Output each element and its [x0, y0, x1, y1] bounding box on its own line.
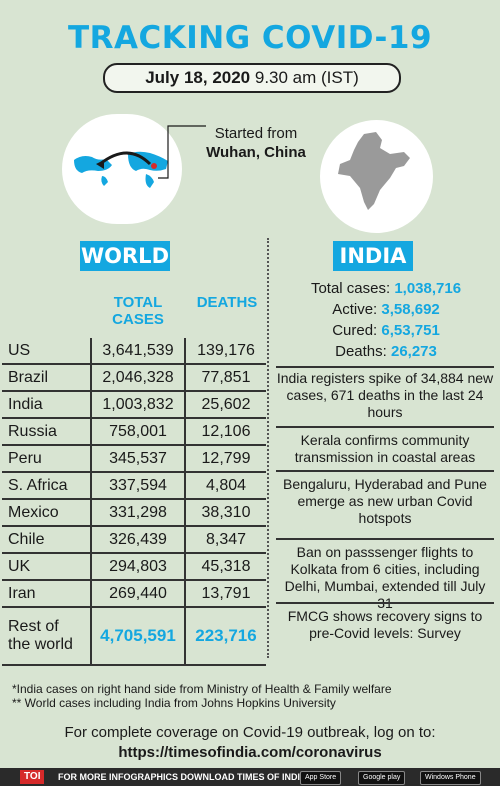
- table-row-rest-of-world: Rest of the world 4,705,591 223,716: [2, 607, 266, 666]
- row-country: India: [2, 391, 91, 419]
- row-deaths: 12,106: [184, 418, 266, 446]
- row-country: Peru: [2, 445, 91, 473]
- origin-label: Started from Wuhan, China: [200, 124, 312, 162]
- section-divider: [267, 238, 269, 658]
- row-total-cases: 345,537: [90, 445, 185, 473]
- origin-pointer-line: [158, 125, 206, 179]
- footnote-world-source: ** World cases including India from John…: [12, 696, 336, 710]
- row-country: Chile: [2, 526, 91, 554]
- row-deaths: 139,176: [184, 338, 266, 365]
- india-map-icon: [338, 132, 410, 210]
- row-total-cases: 4,705,591: [90, 607, 185, 666]
- news-item: FMCG shows recovery signs to pre-Covid l…: [287, 608, 483, 641]
- windows-phone-badge[interactable]: Windows Phone: [420, 771, 481, 785]
- row-country: Brazil: [2, 364, 91, 392]
- rest-label-line1: Rest of: [8, 618, 59, 635]
- table-row: Mexico 331,298 38,310: [2, 499, 266, 527]
- news-divider: [276, 426, 494, 428]
- toi-logo: TOI: [20, 770, 45, 784]
- row-deaths: 45,318: [184, 553, 266, 581]
- row-deaths: 25,602: [184, 391, 266, 419]
- row-total-cases: 337,594: [90, 472, 185, 500]
- india-stats: Total cases: 1,038,716 Active: 3,58,692 …: [276, 278, 496, 362]
- app-promo-bar: TOI FOR MORE INFOGRAPHICS DOWNLOAD TIMES…: [0, 768, 500, 786]
- news-divider: [276, 538, 494, 540]
- table-row: Chile 326,439 8,347: [2, 526, 266, 554]
- origin-line1: Started from: [214, 125, 298, 142]
- table-row: Brazil 2,046,328 77,851: [2, 364, 266, 392]
- date-time: 9.30 am (IST): [250, 68, 359, 87]
- app-store-badge[interactable]: App Store: [300, 771, 342, 785]
- col-header-deaths: DEATHS: [196, 294, 258, 311]
- india-heading: INDIA: [333, 241, 413, 271]
- page-title: TRACKING COVID-19: [67, 20, 433, 56]
- row-country: S. Africa: [2, 472, 91, 500]
- col-header-cases-line2: CASES: [112, 311, 164, 328]
- table-row: UK 294,803 45,318: [2, 553, 266, 581]
- google-play-badge[interactable]: Google play: [358, 771, 406, 785]
- row-country: US: [2, 338, 91, 365]
- india-active: Active: 3,58,692: [276, 299, 496, 320]
- row-total-cases: 294,803: [90, 553, 185, 581]
- table-row: S. Africa 337,594 4,804: [2, 472, 266, 500]
- news-item: Ban on passsenger flights to Kolkata fro…: [284, 544, 486, 611]
- india-cured: Cured: 6,53,751: [276, 320, 496, 341]
- row-total-cases: 758,001: [90, 418, 185, 446]
- rest-label-line2: the world: [8, 636, 73, 653]
- col-header-total-cases: TOTAL CASES: [92, 294, 184, 328]
- table-row: India 1,003,832 25,602: [2, 391, 266, 419]
- stat-label: Deaths:: [335, 343, 391, 360]
- row-total-cases: 3,641,539: [90, 338, 185, 365]
- row-total-cases: 331,298: [90, 499, 185, 527]
- coverage-text: For complete coverage on Covid-19 outbre…: [64, 724, 436, 741]
- row-country: Russia: [2, 418, 91, 446]
- row-deaths: 12,799: [184, 445, 266, 473]
- date-badge: July 18, 2020 9.30 am (IST): [103, 63, 401, 93]
- news-divider: [276, 470, 494, 472]
- row-country: Iran: [2, 580, 91, 608]
- row-country: Rest of the world: [2, 607, 91, 666]
- row-deaths: 13,791: [184, 580, 266, 608]
- stat-value: 1,038,716: [394, 280, 462, 297]
- table-row: US 3,641,539 139,176: [2, 338, 266, 365]
- news-item: Bengaluru, Hyderabad and Pune emerge as …: [283, 476, 487, 526]
- stat-label: Cured:: [332, 322, 382, 339]
- india-map-illustration: [320, 120, 433, 233]
- world-map-illustration: [62, 114, 182, 224]
- row-country: UK: [2, 553, 91, 581]
- row-deaths: 77,851: [184, 364, 266, 392]
- india-deaths: Deaths: 26,273: [276, 341, 496, 362]
- date-day: July 18, 2020: [145, 68, 251, 87]
- world-heading: WORLD: [80, 241, 170, 271]
- stat-label: Active:: [332, 301, 382, 318]
- stat-value: 6,53,751: [381, 322, 440, 339]
- table-row: Peru 345,537 12,799: [2, 445, 266, 473]
- india-total-cases: Total cases: 1,038,716: [276, 278, 496, 299]
- row-total-cases: 326,439: [90, 526, 185, 554]
- col-header-cases-line1: TOTAL: [113, 294, 163, 311]
- news-divider: [276, 602, 494, 604]
- row-deaths: 4,804: [184, 472, 266, 500]
- coverage-link[interactable]: https://timesofindia.com/coronavirus: [118, 744, 382, 761]
- news-item: Kerala confirms community transmission i…: [294, 432, 476, 465]
- row-deaths: 8,347: [184, 526, 266, 554]
- row-total-cases: 2,046,328: [90, 364, 185, 392]
- row-total-cases: 269,440: [90, 580, 185, 608]
- world-table: US 3,641,539 139,176 Brazil 2,046,328 77,851 I…: [2, 338, 266, 666]
- app-promo-text: FOR MORE INFOGRAPHICS DOWNLOAD TIMES OF …: [58, 772, 327, 782]
- row-deaths: 223,716: [184, 607, 266, 666]
- row-country: Mexico: [2, 499, 91, 527]
- footnote-india-source: *India cases on right hand side from Min…: [12, 682, 392, 696]
- row-total-cases: 1,003,832: [90, 391, 185, 419]
- stat-value: 26,273: [390, 343, 437, 360]
- stat-label: Total cases:: [310, 280, 395, 297]
- news-item: India registers spike of 34,884 new case…: [276, 370, 494, 420]
- row-deaths: 38,310: [184, 499, 266, 527]
- table-row: Iran 269,440 13,791: [2, 580, 266, 608]
- stat-value: 3,58,692: [381, 301, 440, 318]
- origin-line2: Wuhan, China: [206, 144, 306, 161]
- news-divider: [276, 366, 494, 368]
- world-map-icon: [74, 151, 168, 188]
- table-row: Russia 758,001 12,106: [2, 418, 266, 446]
